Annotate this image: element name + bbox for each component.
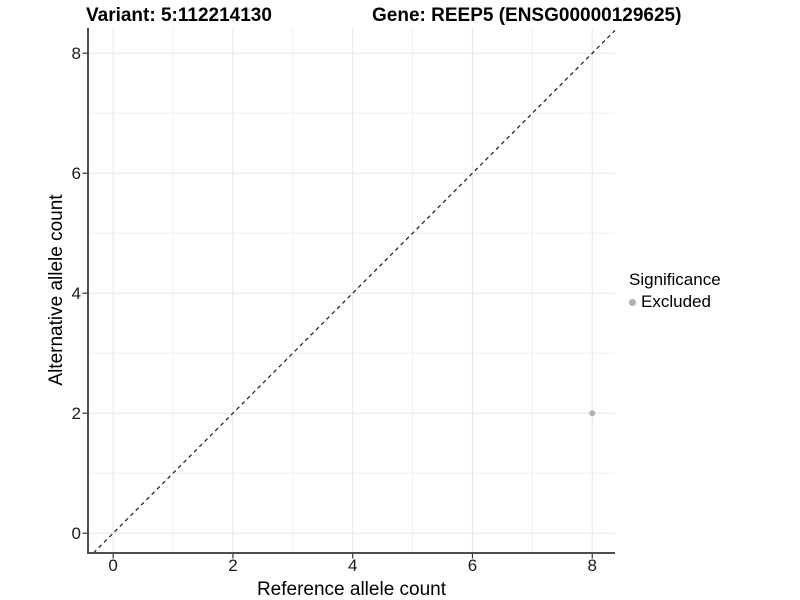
y-tick-label: 2 [72,404,81,423]
x-tick-label: 4 [348,556,357,575]
gene-title: Gene: REEP5 (ENSG00000129625) [372,5,682,26]
legend-title: Significance [629,270,721,289]
legend-item-label: Excluded [641,292,711,311]
x-tick-label: 2 [228,556,237,575]
identity-line [92,29,616,554]
y-tick-label: 0 [72,524,81,543]
y-tick-label: 6 [72,164,81,183]
x-tick-label: 0 [108,556,117,575]
x-tick-label: 6 [468,556,477,575]
legend-item-excluded: Excluded [629,292,721,312]
y-tick-label: 4 [72,284,81,303]
data-point [589,410,596,417]
legend: Significance Excluded [629,270,721,312]
y-axis-title: Alternative allele count [46,194,67,386]
variant-title: Variant: 5:112214130 [86,5,272,26]
y-tick-label: 8 [72,44,81,63]
legend-point-swatch-icon [629,298,636,306]
x-tick-label: 8 [588,556,597,575]
x-axis-title: Reference allele count [256,579,447,600]
